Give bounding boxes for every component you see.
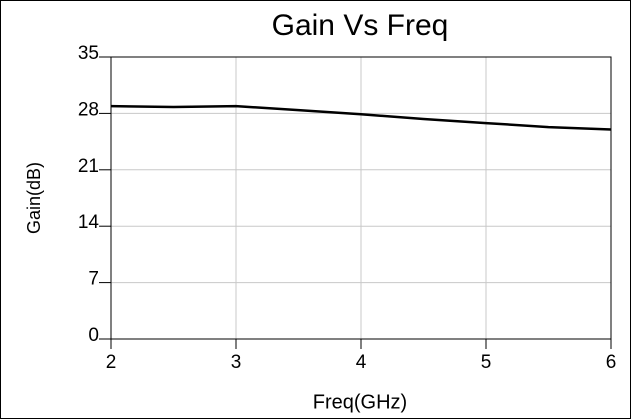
y-tick-label: 14 xyxy=(78,212,100,233)
y-axis-label: Gain(dB) xyxy=(24,162,44,234)
line-series xyxy=(110,104,612,131)
x-tick-label: 2 xyxy=(106,352,117,373)
x-tick-label: 6 xyxy=(606,352,617,373)
y-tick-label: 28 xyxy=(78,99,99,120)
y-tick-label: 35 xyxy=(78,43,99,64)
x-tick-label: 4 xyxy=(356,352,367,373)
x-tick-label: 5 xyxy=(481,352,492,373)
x-tick-label: 3 xyxy=(231,352,242,373)
y-tick-label: 21 xyxy=(78,156,99,177)
chart-title: Gain Vs Freq xyxy=(272,9,449,42)
plot-border xyxy=(110,56,612,340)
x-axis-label: Freq(GHz) xyxy=(313,391,407,413)
y-tick-label: 0 xyxy=(88,325,99,346)
y-tick-label: 7 xyxy=(88,269,99,290)
